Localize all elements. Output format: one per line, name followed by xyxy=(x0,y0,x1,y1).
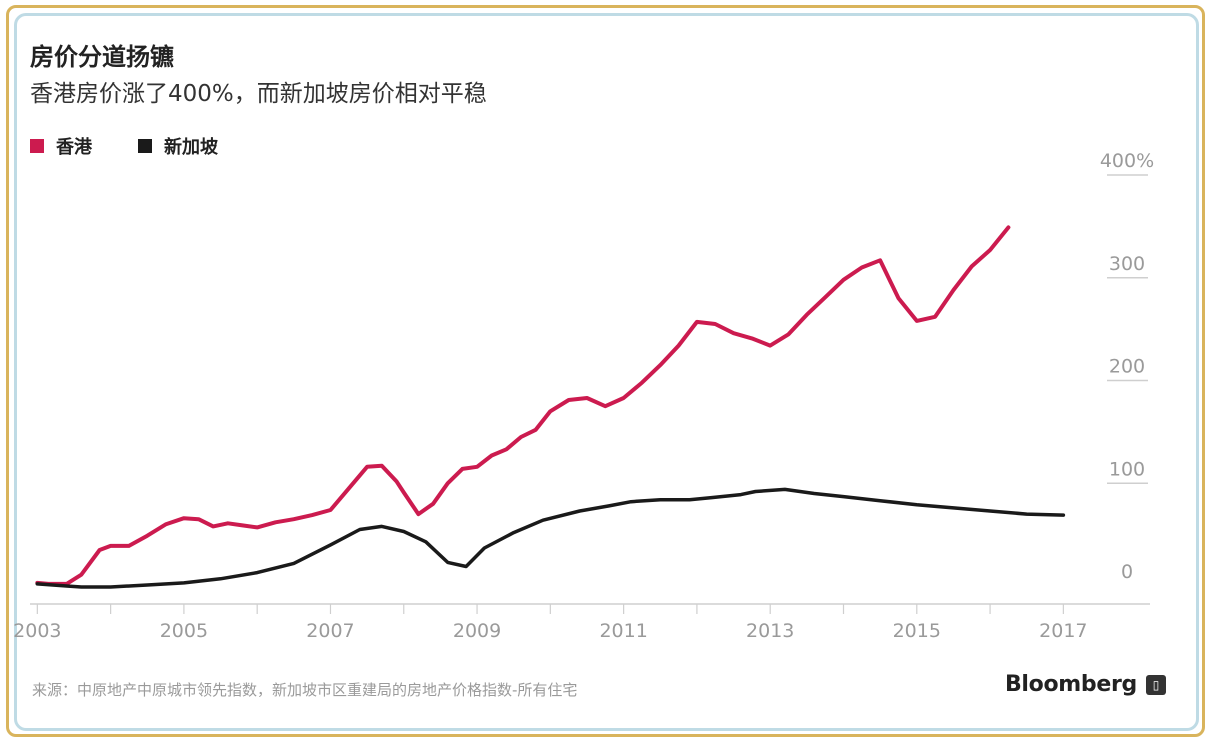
legend-item-singapore: 新加坡 xyxy=(138,133,218,159)
y-tick-label: 400% xyxy=(1100,150,1154,172)
y-tick-label: 100 xyxy=(1109,458,1145,480)
y-tick-label: 200 xyxy=(1109,356,1145,378)
x-tick-label: 2007 xyxy=(306,620,354,642)
outer-frame xyxy=(6,5,1205,737)
y-tick-label: 0 xyxy=(1121,561,1133,583)
x-tick-label: 2017 xyxy=(1039,620,1087,642)
source-note: 来源：中原地产中原城市领先指数，新加坡市区重建局的房地产价格指数-所有住宅 xyxy=(32,681,578,699)
legend-swatch-singapore xyxy=(138,139,152,153)
series-line-hongkong xyxy=(35,225,1011,586)
x-tick-label: 2003 xyxy=(13,620,61,642)
x-tick-label: 2009 xyxy=(453,620,501,642)
series-line-singapore xyxy=(35,487,1066,589)
axes-layer: 2003 2005 2007 2009 2011 2013 2015 2017 0 100 200 3… xyxy=(13,150,1154,642)
inner-frame xyxy=(14,13,1199,731)
legend-label-singapore: 新加坡 xyxy=(164,137,218,158)
x-tick-label: 2011 xyxy=(599,620,647,642)
chart-subtitle: 香港房价涨了400%，而新加坡房价相对平稳 xyxy=(30,81,487,107)
x-tick-label: 2015 xyxy=(893,620,941,642)
chart-title: 房价分道扬镳 xyxy=(30,43,174,71)
legend-item-hongkong: 香港 xyxy=(30,133,92,159)
series-layer xyxy=(35,225,1066,589)
legend-swatch-hongkong xyxy=(30,139,44,153)
y-tick-label: 300 xyxy=(1109,253,1145,275)
x-tick-label: 2005 xyxy=(160,620,208,642)
legend: 香港 新加坡 xyxy=(30,133,218,159)
bloomberg-logo: Bloomberg xyxy=(1004,672,1137,697)
legend-label-hongkong: 香港 xyxy=(56,137,92,158)
bloomberg-terminal-icon: ▯ xyxy=(1146,675,1166,695)
x-tick-label: 2013 xyxy=(746,620,794,642)
